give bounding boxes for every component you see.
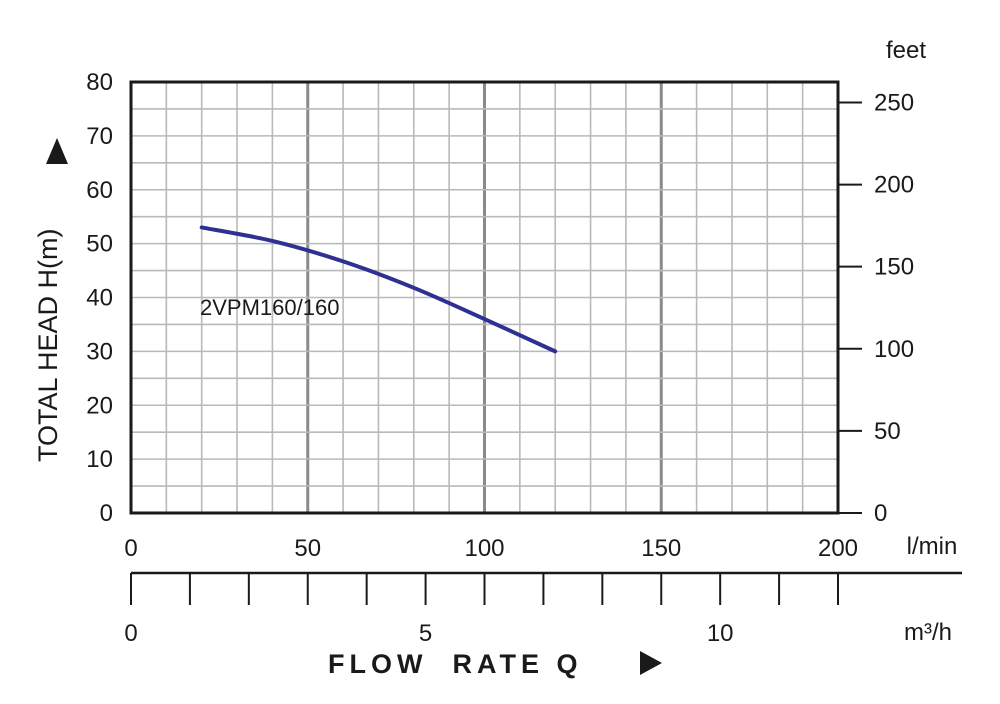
y2-axis-unit: feet	[886, 37, 926, 64]
x-tick-label: 100	[464, 535, 504, 562]
x-axis-title: FLOW RATE Q	[328, 649, 662, 679]
x-tick-label: 0	[124, 535, 137, 562]
y-tick-label: 0	[100, 500, 113, 527]
y-axis-label: TOTAL HEAD H(m)	[33, 228, 63, 462]
y-tick-label: 20	[86, 392, 113, 419]
series-label: 2VPM160/160	[200, 295, 339, 320]
y-axis-arrow-icon	[46, 138, 68, 164]
y-tick-label: 50	[86, 231, 113, 258]
x2-tick-label: 10	[707, 620, 734, 647]
x-tick-label: 50	[294, 535, 321, 562]
x-axis-ticks: l/min 0 50 100 150 200	[124, 533, 957, 562]
x-axis-label: FLOW RATE Q	[328, 649, 582, 679]
right-feet-axis: feet 0 50 100 150 200 250	[838, 37, 926, 527]
y-tick-label: 30	[86, 338, 113, 365]
series-line	[199, 225, 558, 354]
y2-tick-label: 250	[874, 89, 914, 116]
x2-tick-label: 5	[419, 620, 432, 647]
x-tick-label: 150	[641, 535, 681, 562]
y2-tick-label: 200	[874, 172, 914, 199]
x2-tick-label: 0	[124, 620, 137, 647]
y2-tick-label: 150	[874, 254, 914, 281]
y-axis-title: TOTAL HEAD H(m)	[33, 138, 68, 462]
y-axis-ticks: 0 10 20 30 40 50 60 70 80	[86, 69, 113, 527]
y-tick-label: 10	[86, 446, 113, 473]
y-tick-label: 80	[86, 69, 113, 96]
y2-tick-label: 100	[874, 336, 914, 363]
x2-axis-unit: m³/h	[904, 619, 952, 646]
y2-tick-label: 0	[874, 500, 887, 527]
grid	[131, 82, 838, 513]
plot-area-border	[129, 80, 840, 515]
series	[199, 225, 558, 354]
m3h-scale: m³/h 0 5 10	[124, 571, 962, 647]
x-axis-arrow-icon	[640, 651, 662, 675]
y-tick-label: 60	[86, 177, 113, 204]
x-tick-label: 200	[818, 535, 858, 562]
y-tick-label: 40	[86, 285, 113, 312]
y2-tick-label: 50	[874, 418, 901, 445]
x-axis-unit: l/min	[907, 533, 958, 560]
y-tick-label: 70	[86, 123, 113, 150]
